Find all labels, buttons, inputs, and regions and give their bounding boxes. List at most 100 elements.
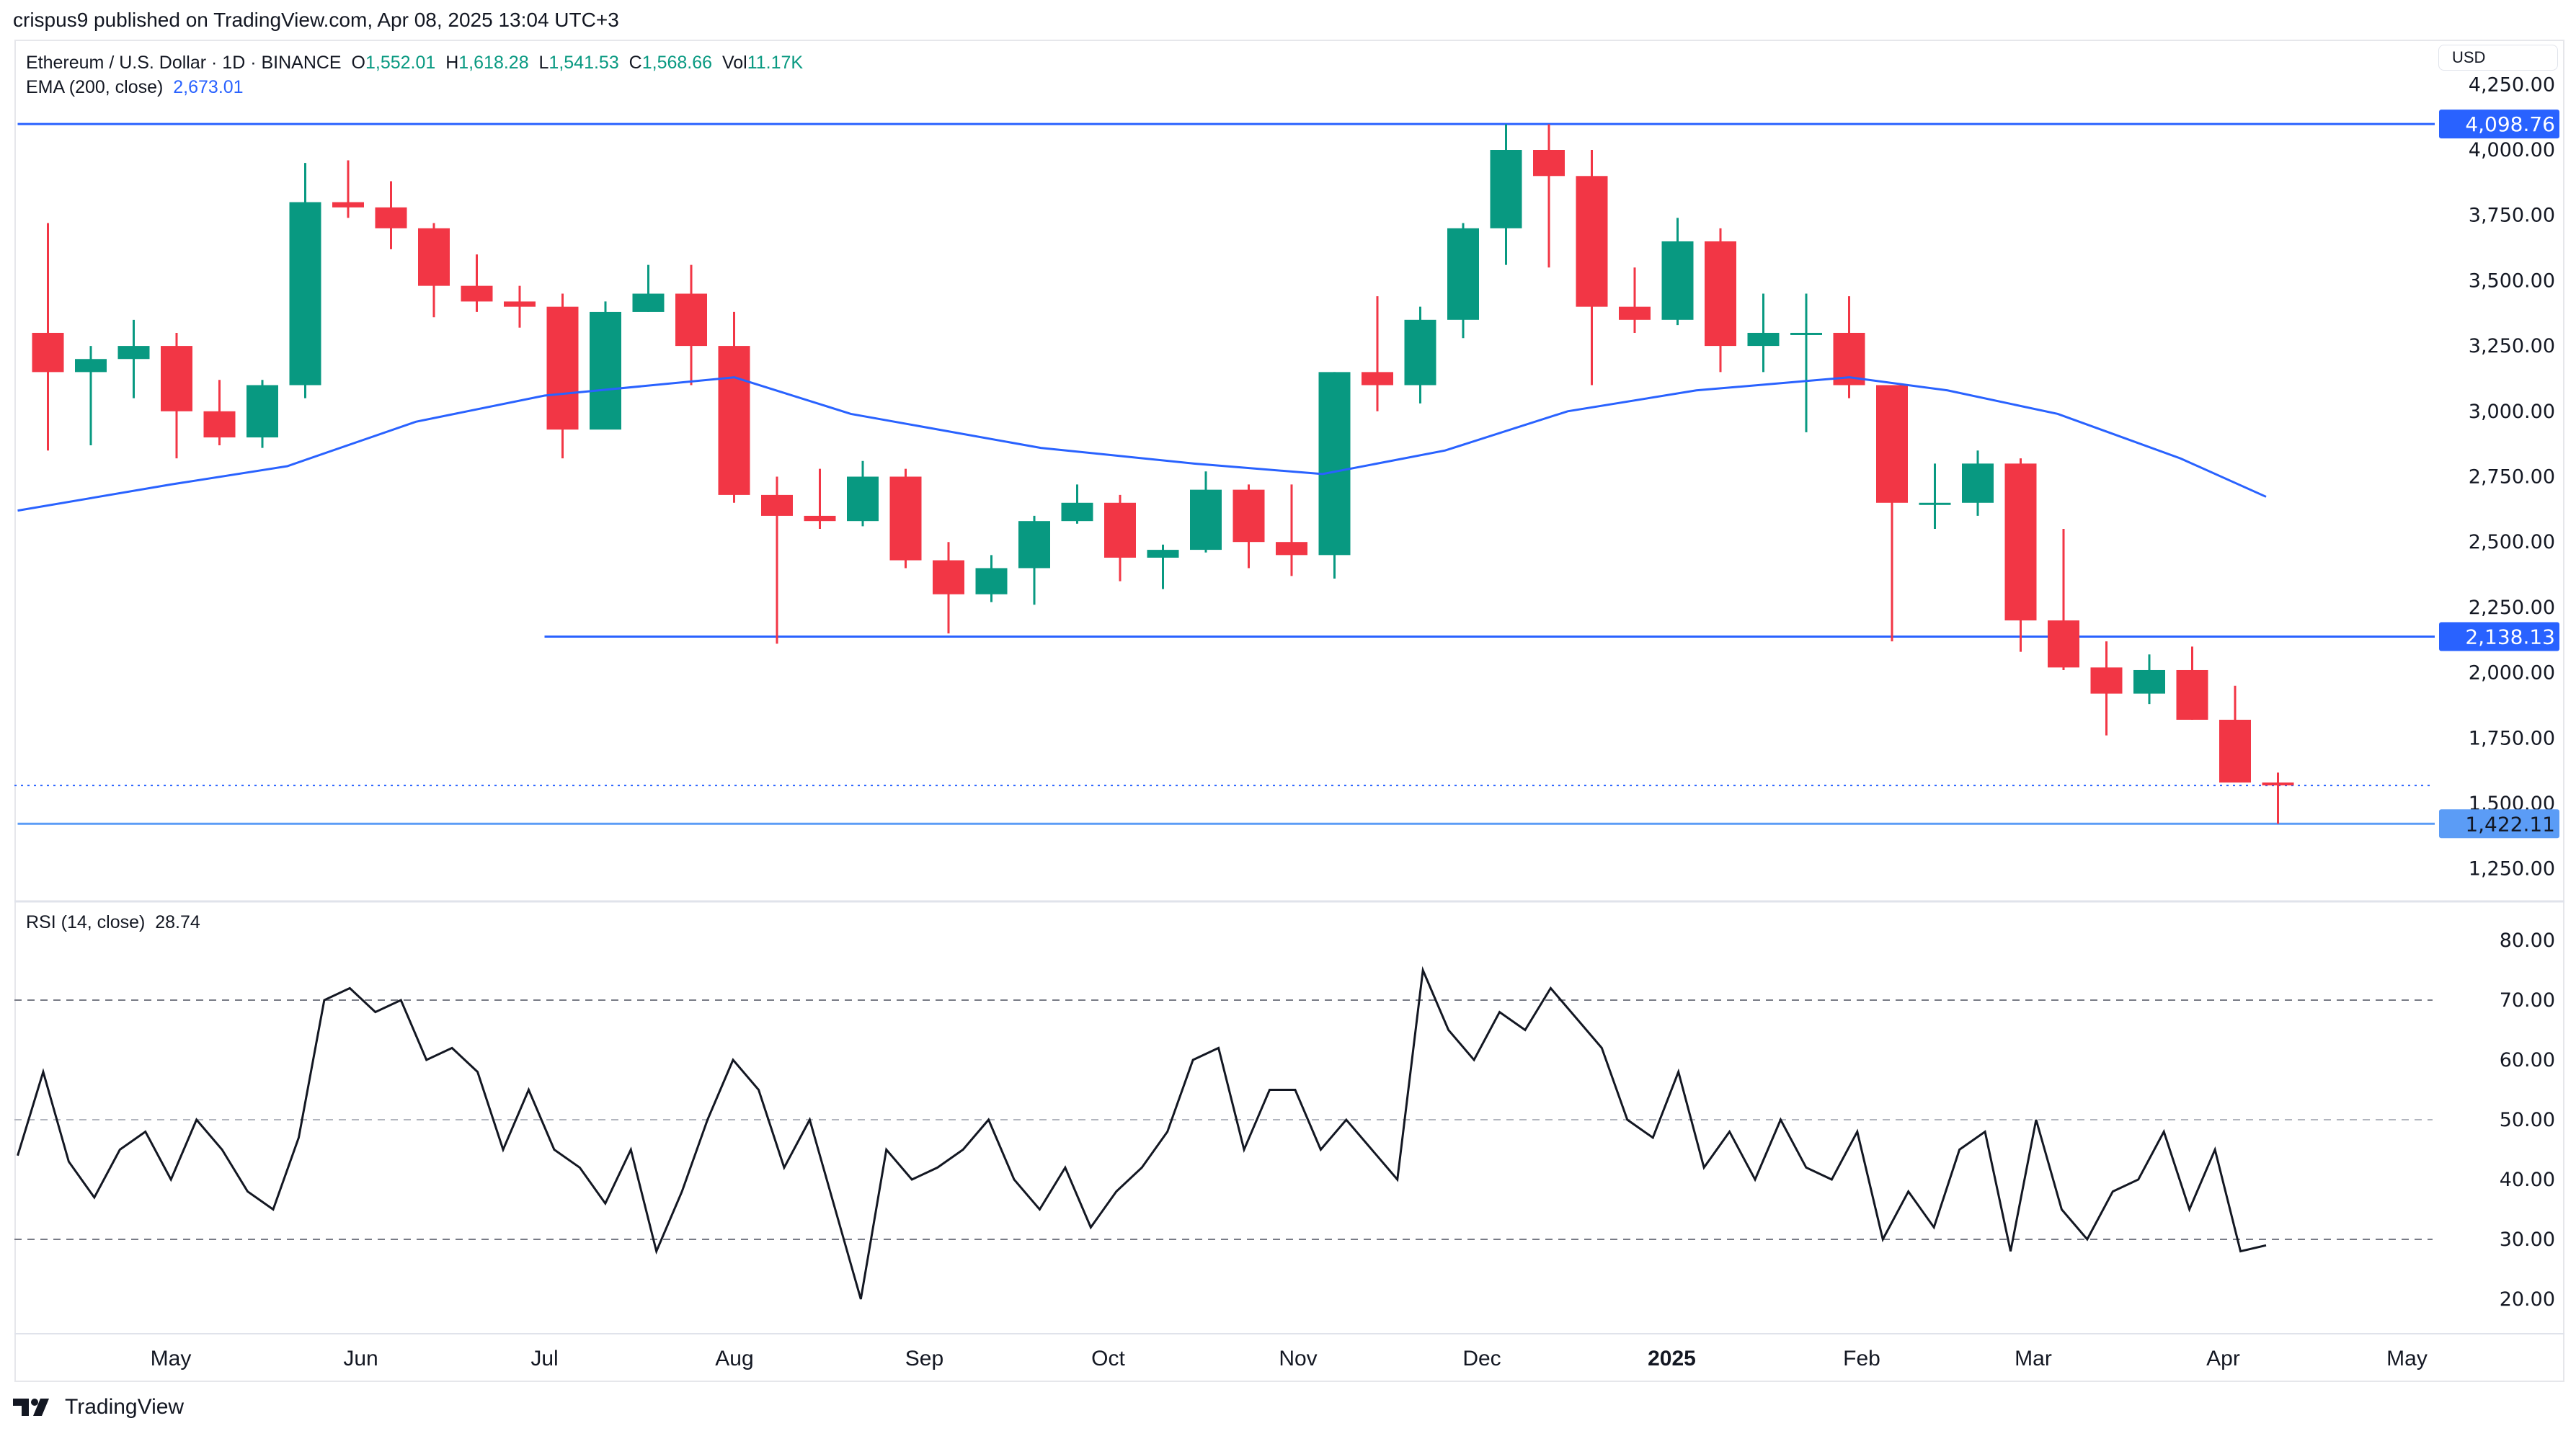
- publish-info: crispus9 published on TradingView.com, A…: [13, 9, 619, 31]
- price-tick-label: 4,000.00: [2469, 139, 2555, 161]
- rsi-tick-label: 40.00: [2500, 1169, 2555, 1191]
- time-tick-label: Dec: [1462, 1347, 1501, 1370]
- price-tick-label: 3,250.00: [2469, 335, 2555, 357]
- candle-body: [847, 476, 879, 522]
- candle-body: [675, 293, 707, 347]
- candle-body: [1919, 502, 1951, 505]
- candle-body: [933, 560, 964, 594]
- price-tick-label: 1,250.00: [2469, 858, 2555, 881]
- level-price-badge: [2439, 110, 2559, 139]
- candle-body: [1276, 542, 1307, 556]
- ema-value: 2,673.01: [173, 77, 244, 97]
- time-tick-label: May: [2386, 1347, 2428, 1370]
- low-label: L: [538, 53, 549, 73]
- time-tick-label: Jun: [343, 1347, 378, 1370]
- price-tick-label: 3,750.00: [2469, 205, 2555, 227]
- candle-body: [1962, 463, 1994, 503]
- open-label: O: [351, 53, 365, 73]
- level-price-badge: [2439, 809, 2559, 839]
- tradingview-logo[interactable]: TradingView: [13, 1395, 184, 1419]
- candle-body: [1404, 319, 1436, 385]
- candle-body: [1447, 228, 1479, 320]
- candle-body: [975, 568, 1008, 594]
- candle-body: [1190, 489, 1222, 550]
- time-tick-label: Feb: [1843, 1347, 1880, 1370]
- candle-body: [375, 207, 407, 228]
- close-value: 1,568.66: [641, 53, 713, 73]
- rsi-legend: RSI (14, close) 28.74: [26, 912, 200, 933]
- tradingview-logo-icon: [13, 1399, 49, 1416]
- candle-body: [2176, 669, 2208, 720]
- candle-body: [2004, 463, 2037, 621]
- time-tick-label: 2025: [1648, 1347, 1696, 1370]
- candle-body: [1661, 241, 1694, 320]
- candle-body: [1790, 332, 1822, 335]
- price-tick-label: 2,250.00: [2469, 597, 2555, 619]
- candle-body: [761, 494, 793, 516]
- candle-body: [203, 411, 236, 438]
- candle-body: [2048, 620, 2079, 668]
- level-price-badge: [2439, 622, 2559, 651]
- candle-body: [32, 332, 64, 373]
- candle-body: [889, 476, 922, 561]
- candle-body: [247, 385, 278, 438]
- symbol-title[interactable]: Ethereum / U.S. Dollar · 1D · BINANCE: [26, 53, 342, 73]
- high-label: H: [445, 53, 459, 73]
- candle-body: [2219, 719, 2251, 783]
- candle-body: [718, 346, 750, 495]
- level-price-label: 2,138.13: [2465, 625, 2555, 648]
- level-price-label: 4,098.76: [2465, 112, 2555, 136]
- candle-body: [418, 228, 450, 286]
- candle-body: [1233, 489, 1265, 543]
- price-tick-label: 2,750.00: [2469, 466, 2555, 489]
- open-value: 1,552.01: [365, 53, 436, 73]
- candle-body: [1061, 502, 1093, 522]
- tradingview-brand: TradingView: [65, 1395, 185, 1419]
- price-tick-label: 2,500.00: [2469, 531, 2555, 553]
- rsi-tick-label: 80.00: [2500, 930, 2555, 952]
- rsi-tick-label: 70.00: [2500, 989, 2555, 1012]
- candle-body: [2133, 669, 2165, 694]
- candle-body: [1747, 332, 1780, 347]
- candle-body: [1318, 372, 1351, 556]
- time-tick-label: May: [151, 1347, 192, 1370]
- rsi-tick-label: 50.00: [2500, 1109, 2555, 1131]
- rsi-tick-label: 60.00: [2500, 1049, 2555, 1071]
- candle-body: [161, 346, 192, 411]
- candle-body: [804, 515, 836, 522]
- low-value: 1,541.53: [548, 53, 619, 73]
- candle-body: [1147, 550, 1179, 558]
- candle-body: [289, 202, 321, 385]
- candle-body: [2262, 782, 2294, 785]
- time-tick-label: Aug: [715, 1347, 753, 1370]
- candle-body: [1533, 150, 1565, 177]
- candle-body: [1018, 521, 1050, 569]
- symbol-legend: Ethereum / U.S. Dollar · 1D · BINANCE O1…: [26, 50, 803, 99]
- price-tick-label: 3,500.00: [2469, 269, 2555, 292]
- candle-body: [1490, 150, 1522, 228]
- ema-label[interactable]: EMA (200, close): [26, 77, 164, 97]
- chart-frame: [14, 40, 2564, 1382]
- close-label: C: [629, 53, 642, 73]
- ema-line: [17, 376, 2267, 512]
- rsi-line: [17, 966, 2267, 1300]
- candle-body: [1104, 502, 1136, 558]
- candle-body: [1876, 385, 1908, 503]
- candle-body: [1705, 241, 1736, 347]
- rsi-label[interactable]: RSI (14, close): [26, 912, 146, 932]
- candle-body: [632, 293, 665, 312]
- rsi-tick-label: 30.00: [2500, 1229, 2555, 1251]
- volume-value: 11.17K: [747, 53, 804, 73]
- high-value: 1,618.28: [458, 53, 529, 73]
- time-tick-label: Mar: [2015, 1347, 2052, 1370]
- candle-body: [1619, 306, 1651, 320]
- currency-button[interactable]: USD: [2438, 45, 2558, 71]
- price-tick-label: 4,250.00: [2469, 73, 2555, 96]
- time-tick-label: Jul: [530, 1347, 558, 1370]
- time-tick-label: Nov: [1279, 1347, 1317, 1370]
- volume-label: Vol: [721, 53, 747, 73]
- candle-body: [461, 285, 493, 302]
- time-tick-label: Apr: [2206, 1347, 2240, 1370]
- price-tick-label: 1,750.00: [2469, 727, 2555, 749]
